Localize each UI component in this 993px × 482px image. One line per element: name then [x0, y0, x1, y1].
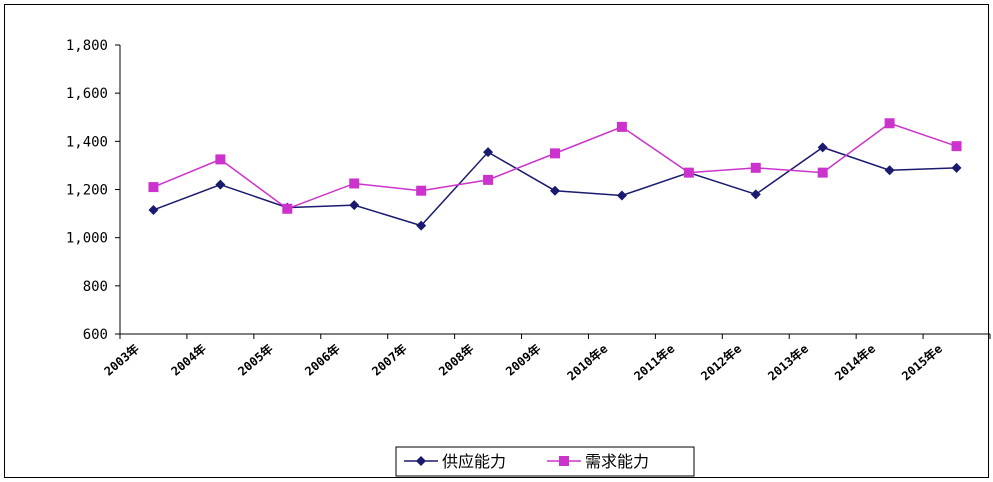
y-tick-label: 1,000 — [66, 231, 108, 247]
data-point — [817, 167, 828, 178]
data-point — [817, 142, 828, 153]
legend-label: 需求能力 — [585, 452, 649, 471]
series-2 — [148, 118, 962, 214]
x-tick-label: 2013年e — [765, 341, 812, 383]
data-point — [215, 179, 226, 190]
data-point — [349, 178, 360, 189]
chart-frame — [4, 4, 989, 478]
data-point — [750, 189, 761, 200]
x-tick-label: 2011年e — [631, 341, 678, 383]
series-line — [153, 122, 957, 210]
data-point — [148, 182, 159, 193]
x-tick-label: 2009年 — [502, 341, 543, 379]
y-tick-label: 1,800 — [66, 38, 108, 54]
x-tick-label: 2008年 — [436, 341, 477, 379]
x-tick-label: 2014年e — [832, 341, 879, 383]
data-point — [550, 148, 560, 159]
y-axis-ticks: 600 800 1,000 1,200 1,400 1,600 1,800 — [66, 38, 120, 343]
data-point — [951, 141, 962, 152]
data-point — [148, 204, 159, 215]
legend-box — [395, 446, 695, 477]
data-point — [951, 162, 962, 173]
legend-label: 供应能力 — [442, 452, 506, 471]
y-tick-label: 1,400 — [66, 134, 108, 150]
x-axis-ticks: 2003年 2004年 2005年 2006年 2007年 2008年 2009年 2010年… — [101, 334, 991, 383]
legend-marker — [416, 456, 426, 466]
data-point — [349, 200, 360, 211]
data-point — [416, 185, 427, 196]
series-group — [148, 118, 962, 231]
x-tick-label: 2004年 — [168, 341, 209, 379]
data-point — [416, 220, 427, 231]
x-tick-label: 2006年 — [302, 341, 343, 379]
data-point — [683, 167, 694, 178]
data-point — [483, 147, 494, 158]
legend-marker — [559, 456, 569, 466]
data-point — [282, 203, 293, 214]
data-point — [483, 174, 494, 185]
y-tick-label: 1,200 — [66, 183, 108, 199]
data-point — [750, 162, 761, 173]
y-tick-label: 600 — [83, 327, 108, 343]
data-point — [884, 118, 895, 129]
legend-item-1: 供应能力 — [404, 452, 506, 471]
data-point — [884, 165, 895, 176]
data-point — [616, 121, 627, 132]
legend: 供应能力 需求能力 — [395, 446, 695, 477]
x-tick-label: 2003年 — [101, 341, 142, 379]
x-tick-label: 2005年 — [235, 341, 276, 379]
y-tick-label: 1,600 — [66, 86, 108, 102]
x-tick-label: 2010年e — [564, 341, 611, 383]
data-point — [215, 154, 226, 165]
y-tick-label: 800 — [83, 279, 108, 295]
x-tick-label: 2012年e — [698, 341, 745, 383]
data-point — [550, 185, 560, 196]
legend-item-2: 需求能力 — [547, 452, 649, 471]
x-tick-label: 2007年 — [369, 341, 410, 379]
x-tick-label: 2015年e — [898, 341, 945, 383]
data-point — [616, 190, 627, 201]
